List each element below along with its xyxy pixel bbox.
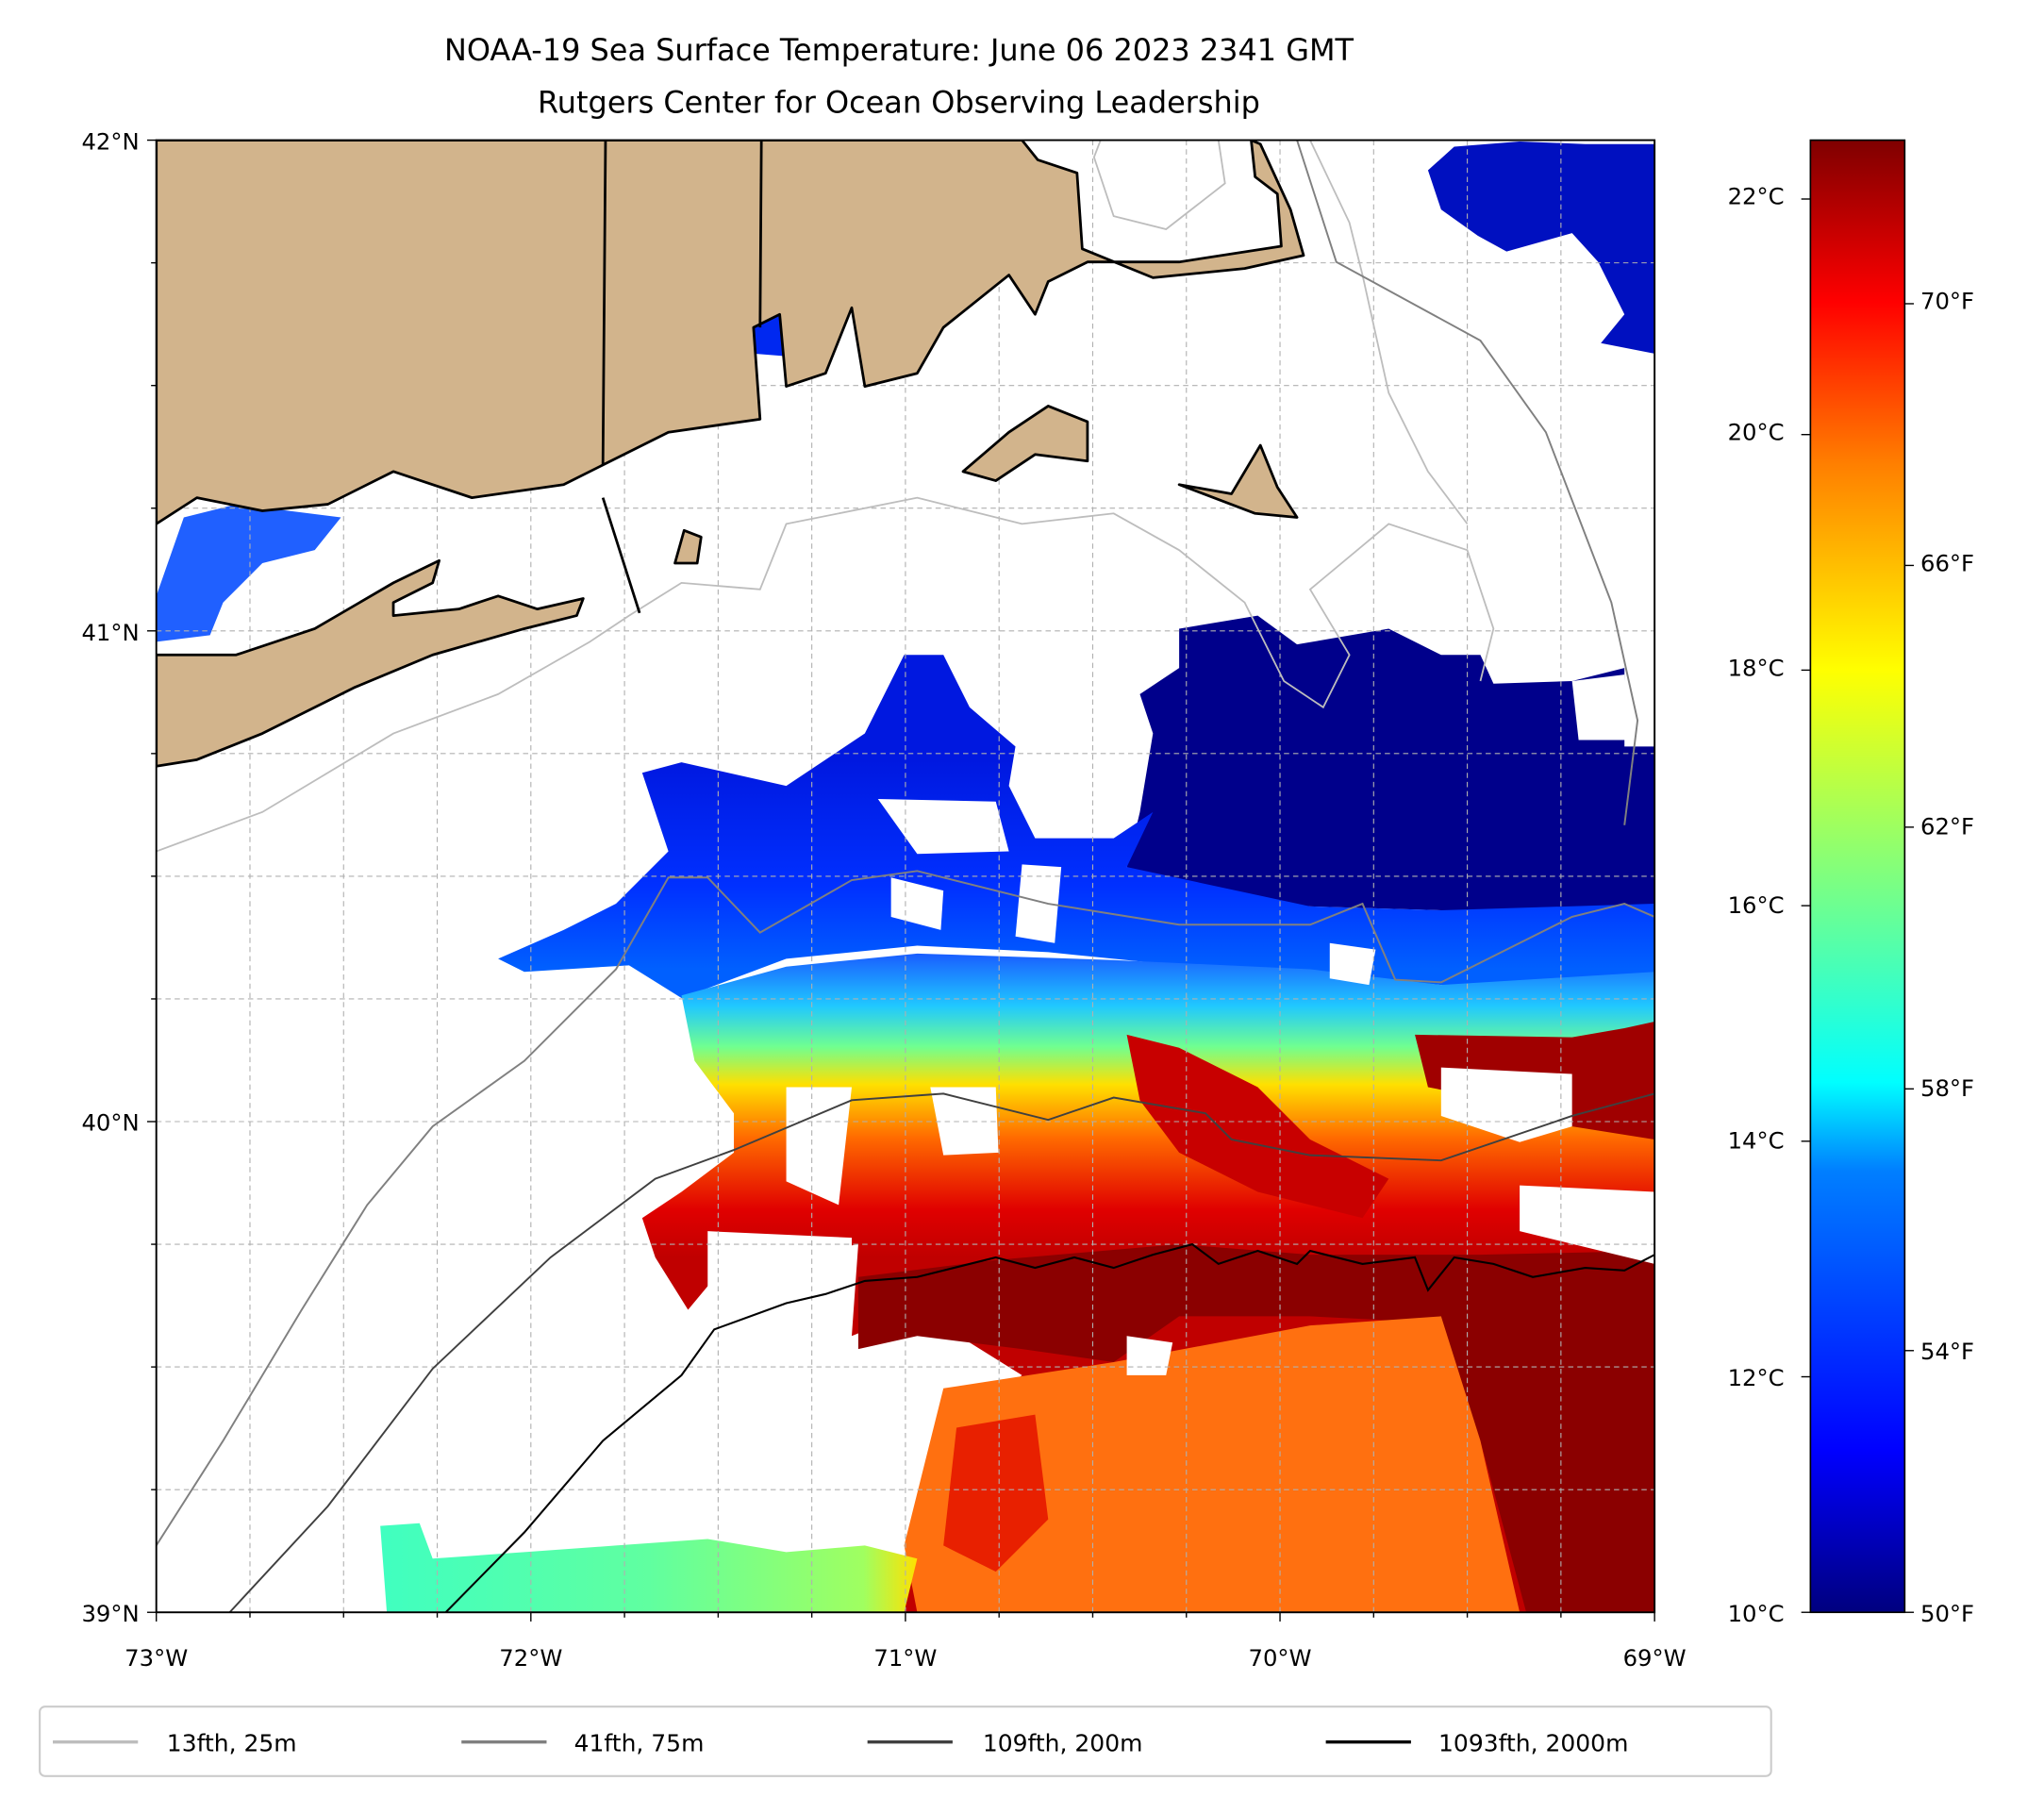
legend-label: 109fth, 200m bbox=[983, 1729, 1143, 1756]
celsius-tick-label: 12°C bbox=[1728, 1364, 1785, 1391]
land-long-island bbox=[156, 558, 585, 768]
no-data-holes bbox=[707, 674, 1655, 1375]
map-tick-marks bbox=[146, 139, 1655, 1622]
sst-red-south bbox=[943, 1414, 1049, 1572]
land-new-england bbox=[156, 140, 1305, 525]
lat-tick-label: 42°N bbox=[81, 127, 139, 155]
celsius-tick-label: 18°C bbox=[1728, 654, 1785, 681]
land-block-island bbox=[673, 528, 703, 565]
sst-orange-south bbox=[904, 1316, 1521, 1613]
isobath-25m bbox=[156, 496, 1495, 853]
sst-red-streak bbox=[1126, 1034, 1389, 1219]
fahrenheit-tick-label: 66°F bbox=[1920, 549, 1974, 576]
lon-tick-label: 72°W bbox=[499, 1644, 562, 1672]
lon-tick-label: 70°W bbox=[1249, 1644, 1312, 1672]
legend: 13fth, 25m 41fth, 75m 109fth, 200m 1093f… bbox=[39, 1705, 1772, 1777]
land-nantucket bbox=[1177, 443, 1299, 519]
fahrenheit-tick-label: 54°F bbox=[1920, 1338, 1974, 1365]
colorbar-gradient bbox=[1809, 139, 1906, 1614]
legend-label: 41fth, 75m bbox=[574, 1729, 705, 1756]
sst-dark-red-core bbox=[857, 1244, 1655, 1613]
fahrenheit-tick-label: 62°F bbox=[1920, 812, 1974, 840]
celsius-tick-label: 22°C bbox=[1728, 183, 1785, 210]
isobath-75m-north bbox=[1296, 140, 1639, 825]
fahrenheit-tick-label: 70°F bbox=[1920, 288, 1974, 315]
lat-tick-label: 41°N bbox=[81, 619, 139, 646]
title-line-1: NOAA-19 Sea Surface Temperature: June 06… bbox=[444, 32, 1354, 68]
map-area bbox=[156, 140, 1655, 1613]
lon-tick-label: 71°W bbox=[873, 1644, 937, 1672]
celsius-tick-label: 20°C bbox=[1728, 419, 1785, 446]
celsius-tick-label: 16°C bbox=[1728, 891, 1785, 919]
isobath-25m-north bbox=[1092, 140, 1469, 524]
fahrenheit-tick-label: 58°F bbox=[1920, 1074, 1974, 1102]
colorbar-tick-marks bbox=[1801, 198, 1915, 1613]
legend-label: 1093fth, 2000m bbox=[1438, 1729, 1628, 1756]
lat-tick-label: 40°N bbox=[81, 1108, 139, 1136]
fahrenheit-tick-label: 50°F bbox=[1920, 1600, 1974, 1627]
lat-tick-label: 39°N bbox=[81, 1600, 139, 1627]
lon-tick-label: 73°W bbox=[125, 1644, 188, 1672]
lon-tick-label: 69°W bbox=[1623, 1644, 1687, 1672]
isobath-75m bbox=[156, 870, 1655, 1546]
sst-blue-patch-northeast bbox=[1427, 141, 1655, 354]
colorbar: 10°C 12°C 14°C 16°C 18°C 20°C 22°C 50°F … bbox=[1728, 139, 1974, 1627]
legend-label: 13fth, 25m bbox=[167, 1729, 297, 1756]
celsius-tick-label: 10°C bbox=[1728, 1600, 1785, 1627]
isobath-2000m bbox=[444, 1242, 1655, 1613]
sst-blue-patch-sound bbox=[156, 504, 341, 642]
land bbox=[156, 140, 1305, 768]
lat-tick-labels: 42°N 41°N 40°N 39°N bbox=[81, 127, 139, 1627]
isobath-200m bbox=[228, 1092, 1655, 1613]
isobaths bbox=[156, 140, 1655, 1613]
sst-green-southwest bbox=[380, 1522, 918, 1613]
sst-navy-band bbox=[1126, 615, 1655, 923]
celsius-tick-label: 14°C bbox=[1728, 1127, 1785, 1155]
land-marthas-vineyard bbox=[961, 405, 1089, 482]
lon-tick-labels: 73°W 72°W 71°W 70°W 69°W bbox=[125, 1644, 1686, 1672]
title-line-2: Rutgers Center for Ocean Observing Leade… bbox=[538, 84, 1260, 120]
state-border bbox=[601, 140, 763, 614]
